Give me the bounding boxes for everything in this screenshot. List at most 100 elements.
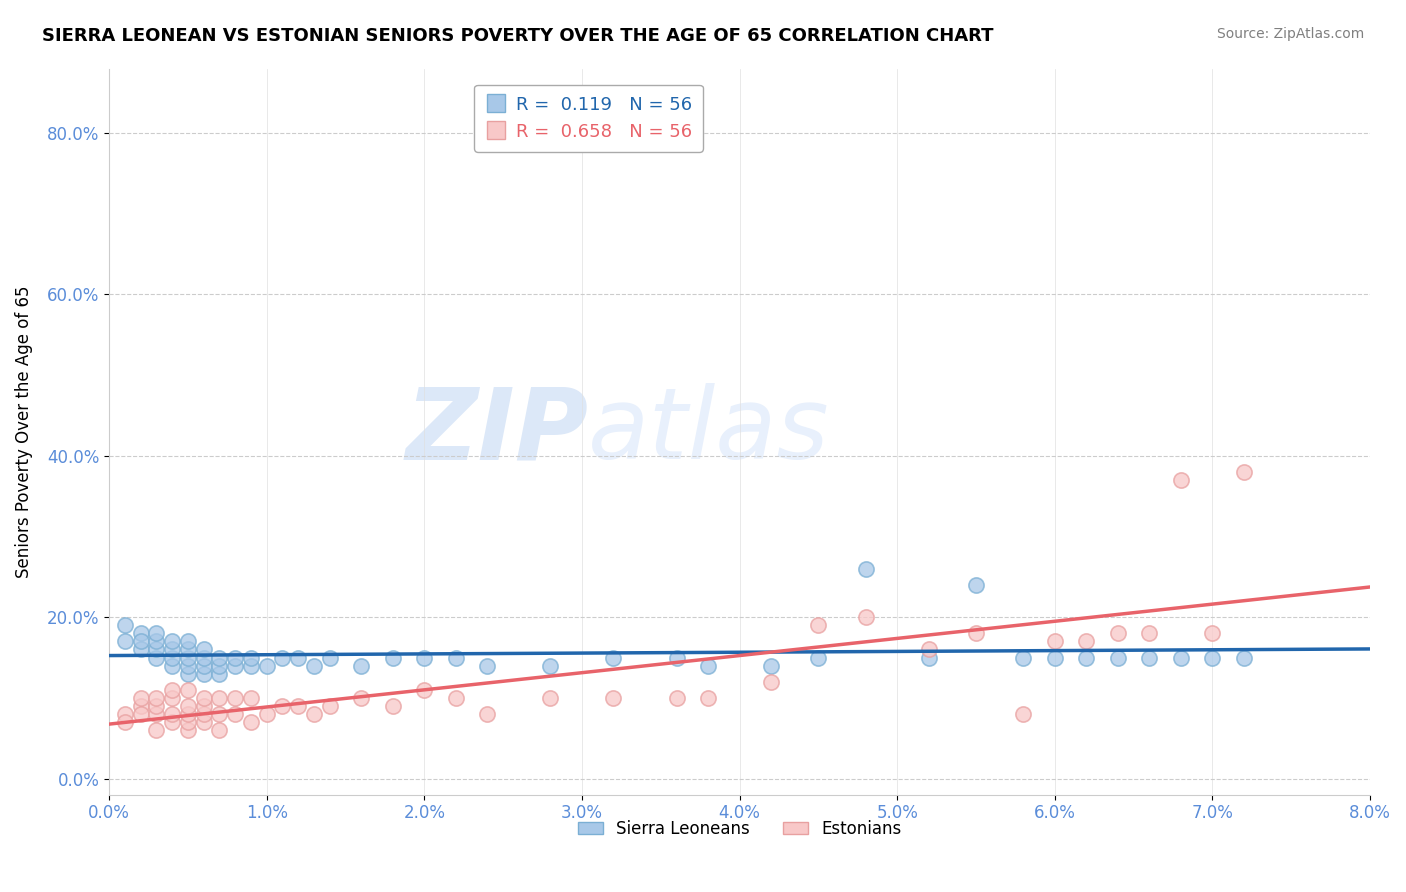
Point bbox=[193, 666, 215, 681]
Point bbox=[287, 650, 309, 665]
Point bbox=[1043, 634, 1066, 648]
Point bbox=[855, 610, 877, 624]
Point bbox=[145, 626, 167, 640]
Point bbox=[160, 682, 183, 697]
Point bbox=[145, 642, 167, 657]
Point bbox=[602, 690, 624, 705]
Point bbox=[287, 698, 309, 713]
Point bbox=[160, 642, 183, 657]
Point bbox=[918, 642, 941, 657]
Point bbox=[224, 658, 246, 673]
Point bbox=[224, 690, 246, 705]
Text: Source: ZipAtlas.com: Source: ZipAtlas.com bbox=[1216, 27, 1364, 41]
Point bbox=[1107, 650, 1129, 665]
Point bbox=[1201, 650, 1223, 665]
Point bbox=[538, 658, 561, 673]
Point bbox=[381, 698, 404, 713]
Point bbox=[193, 690, 215, 705]
Point bbox=[193, 642, 215, 657]
Point bbox=[193, 698, 215, 713]
Point bbox=[224, 706, 246, 721]
Point bbox=[160, 706, 183, 721]
Point bbox=[1170, 650, 1192, 665]
Text: atlas: atlas bbox=[588, 383, 830, 480]
Point bbox=[114, 634, 136, 648]
Point bbox=[129, 642, 152, 657]
Point bbox=[1170, 473, 1192, 487]
Point bbox=[177, 634, 200, 648]
Point bbox=[160, 715, 183, 730]
Point bbox=[1233, 650, 1256, 665]
Point bbox=[477, 706, 499, 721]
Point bbox=[177, 666, 200, 681]
Point bbox=[239, 650, 262, 665]
Point bbox=[208, 650, 231, 665]
Point bbox=[129, 634, 152, 648]
Point bbox=[807, 618, 830, 632]
Point bbox=[114, 706, 136, 721]
Point bbox=[208, 666, 231, 681]
Point bbox=[965, 626, 987, 640]
Point bbox=[177, 658, 200, 673]
Point bbox=[413, 682, 436, 697]
Point bbox=[807, 650, 830, 665]
Point bbox=[697, 658, 720, 673]
Point bbox=[145, 723, 167, 738]
Point bbox=[208, 706, 231, 721]
Point bbox=[114, 618, 136, 632]
Point bbox=[193, 650, 215, 665]
Point bbox=[256, 658, 278, 673]
Point bbox=[319, 650, 342, 665]
Point bbox=[208, 658, 231, 673]
Point bbox=[602, 650, 624, 665]
Point bbox=[1043, 650, 1066, 665]
Point bbox=[271, 650, 294, 665]
Point bbox=[145, 698, 167, 713]
Point bbox=[1012, 650, 1035, 665]
Point bbox=[271, 698, 294, 713]
Point bbox=[177, 682, 200, 697]
Point bbox=[1107, 626, 1129, 640]
Point bbox=[239, 658, 262, 673]
Point bbox=[114, 715, 136, 730]
Point bbox=[177, 650, 200, 665]
Point bbox=[145, 650, 167, 665]
Point bbox=[413, 650, 436, 665]
Point bbox=[239, 715, 262, 730]
Point bbox=[759, 674, 782, 689]
Point bbox=[1137, 626, 1160, 640]
Point bbox=[665, 650, 688, 665]
Point bbox=[302, 658, 325, 673]
Y-axis label: Seniors Poverty Over the Age of 65: Seniors Poverty Over the Age of 65 bbox=[15, 285, 32, 578]
Point bbox=[444, 650, 467, 665]
Point bbox=[1137, 650, 1160, 665]
Point bbox=[177, 715, 200, 730]
Point bbox=[145, 690, 167, 705]
Point bbox=[256, 706, 278, 721]
Point bbox=[129, 626, 152, 640]
Point bbox=[1201, 626, 1223, 640]
Point bbox=[697, 690, 720, 705]
Point bbox=[759, 658, 782, 673]
Point bbox=[1012, 706, 1035, 721]
Point bbox=[160, 650, 183, 665]
Legend: Sierra Leoneans, Estonians: Sierra Leoneans, Estonians bbox=[571, 814, 908, 845]
Point bbox=[444, 690, 467, 705]
Point bbox=[160, 634, 183, 648]
Point bbox=[350, 690, 373, 705]
Point bbox=[193, 715, 215, 730]
Point bbox=[1233, 465, 1256, 479]
Point bbox=[177, 723, 200, 738]
Point bbox=[1076, 650, 1098, 665]
Point bbox=[129, 706, 152, 721]
Point bbox=[145, 634, 167, 648]
Point bbox=[129, 690, 152, 705]
Point bbox=[177, 698, 200, 713]
Point bbox=[177, 706, 200, 721]
Point bbox=[239, 690, 262, 705]
Point bbox=[193, 706, 215, 721]
Point bbox=[855, 562, 877, 576]
Point bbox=[381, 650, 404, 665]
Point bbox=[208, 723, 231, 738]
Point bbox=[160, 690, 183, 705]
